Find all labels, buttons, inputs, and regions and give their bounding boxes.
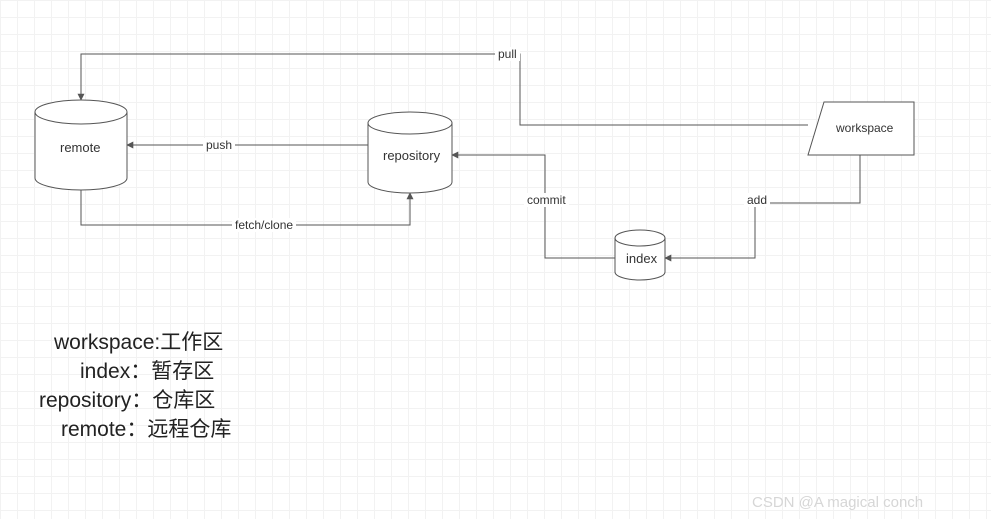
edge-label-fetch: fetch/clone <box>232 218 296 232</box>
legend-workspace: workspace:工作区 <box>54 326 223 356</box>
legend-remote: remote：远程仓库 <box>61 413 231 443</box>
edge-label-commit: commit <box>524 193 569 207</box>
label-remote: remote <box>60 140 100 155</box>
edge-label-add: add <box>744 193 770 207</box>
edge-pull <box>81 54 808 125</box>
edge-label-push: push <box>203 138 235 152</box>
label-index: index <box>626 251 657 266</box>
label-repository: repository <box>383 148 440 163</box>
legend-index: index：暂存区 <box>80 355 214 385</box>
edge-label-pull: pull <box>495 47 520 61</box>
watermark: CSDN @A magical conch <box>752 494 923 511</box>
legend-repository: repository：仓库区 <box>39 384 215 414</box>
label-workspace: workspace <box>836 121 893 135</box>
